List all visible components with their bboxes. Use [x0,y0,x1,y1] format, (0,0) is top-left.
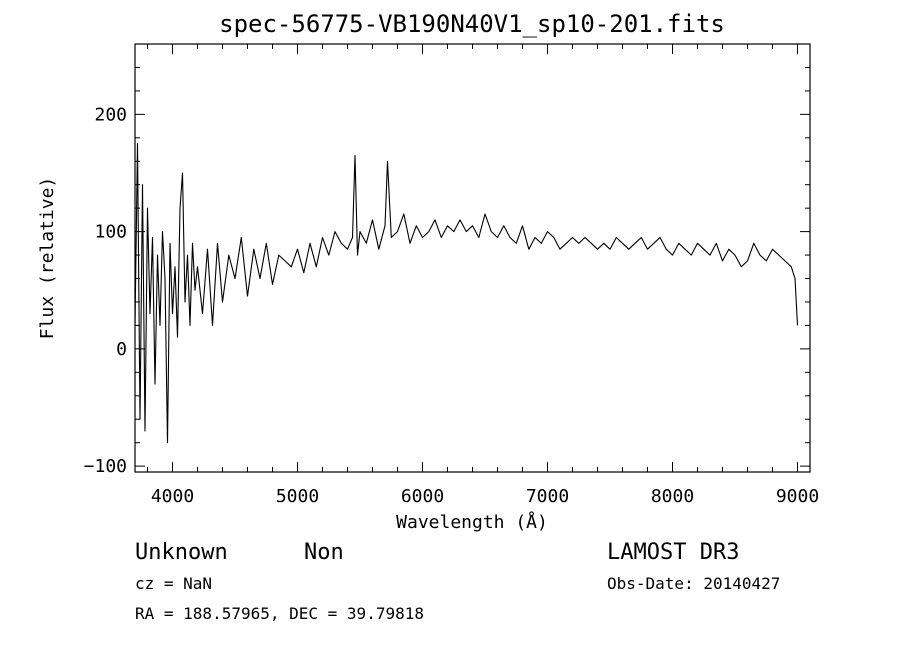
obs-date-label: Obs-Date: 20140427 [607,574,780,593]
spectrum-line [134,143,799,444]
y-tick-label: 200 [94,104,127,125]
x-tick-label: 5000 [276,486,319,507]
x-tick-label: 9000 [776,486,819,507]
chart-title: spec-56775-VB190N40V1_sp10-201.fits [219,10,725,38]
coordinates-label: RA = 188.57965, DEC = 39.79818 [135,604,424,623]
x-tick-labels: 4000 5000 6000 7000 8000 9000 [151,486,819,507]
y-tick-labels: −100 0 100 200 [84,104,127,477]
x-tick-label: 7000 [526,486,569,507]
redshift-label: cz = NaN [135,574,212,593]
y-tick-label: 0 [116,339,127,360]
object-subclass-label: Non [304,540,344,565]
x-tick-label: 8000 [651,486,694,507]
plot-frame [134,43,811,473]
y-tick-label: 100 [94,222,127,243]
x-tick-label: 4000 [151,486,194,507]
axis-ticks [135,44,810,472]
y-axis-label: Flux (relative) [37,177,58,340]
x-tick-label: 6000 [401,486,444,507]
survey-label: LAMOST DR3 [607,540,739,565]
object-class-label: Unknown [135,540,228,565]
y-tick-label: −100 [84,456,127,477]
x-axis-label: Wavelength (Å) [396,511,548,533]
